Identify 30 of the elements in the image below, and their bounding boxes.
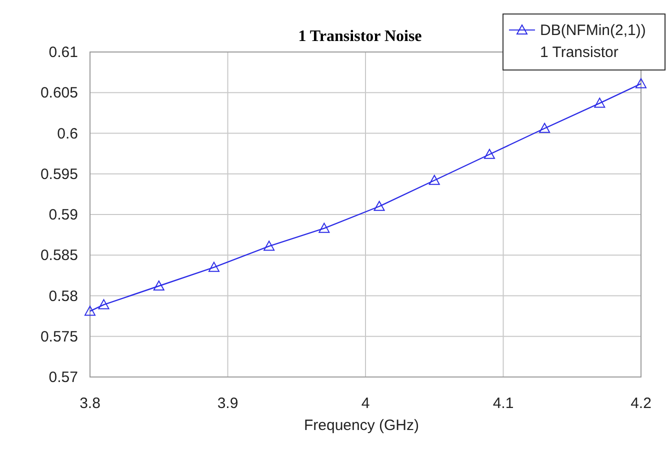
y-tick-label: 0.575 bbox=[40, 328, 78, 346]
y-tick-label: 0.57 bbox=[48, 369, 78, 386]
x-tick-label: 4.2 bbox=[630, 395, 652, 412]
point bbox=[374, 200, 385, 211]
point bbox=[636, 78, 646, 88]
legend-label: DB(NFMin(2,1)) bbox=[540, 22, 646, 39]
x-tick-label: 3.8 bbox=[80, 395, 100, 412]
point bbox=[594, 98, 606, 108]
point bbox=[208, 262, 220, 272]
point bbox=[98, 299, 110, 310]
point bbox=[264, 240, 275, 251]
y-tick-label: 0.6 bbox=[57, 125, 78, 142]
y-tick-label: 0.58 bbox=[48, 288, 78, 305]
point bbox=[428, 174, 440, 185]
point bbox=[153, 280, 164, 290]
point bbox=[318, 222, 330, 233]
chart-title: 1 Transistor Noise bbox=[298, 28, 422, 45]
y-tick-label: 0.595 bbox=[40, 166, 78, 183]
y-tick-label: 0.585 bbox=[40, 247, 78, 264]
y-tick-label: 0.605 bbox=[40, 84, 78, 102]
point bbox=[484, 148, 495, 159]
annotation: 1 Transistor bbox=[540, 44, 618, 61]
y-tick-label: 0.59 bbox=[48, 206, 78, 224]
point bbox=[84, 306, 96, 316]
x-tick-label: 4 bbox=[361, 395, 370, 412]
point bbox=[539, 122, 550, 133]
x-axis-title: Frequency (GHz) bbox=[304, 417, 420, 434]
x-tick-label: 4.1 bbox=[492, 395, 514, 412]
y-tick-label: 0.61 bbox=[48, 44, 78, 61]
x-tick-label: 3.9 bbox=[217, 395, 238, 412]
